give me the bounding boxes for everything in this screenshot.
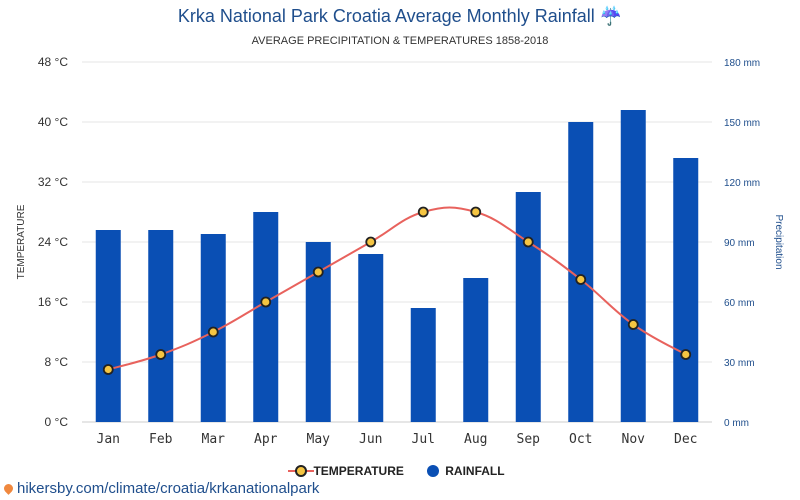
source-link[interactable]: hikersby.com/climate/croatia/krkanationa…: [2, 480, 320, 497]
temperature-point: [680, 349, 692, 360]
temperature-point: [207, 326, 219, 338]
y-tick-label-left: 40 °C: [38, 115, 68, 129]
y-tick-label-right: 180 mm: [724, 58, 760, 69]
y-tick-label-right: 150 mm: [724, 118, 760, 129]
rainfall-temperature-chart: 0 °C 0 mm 8 °C 30 mm 16 °C 60 mm 24 °C 90 mm 32 …: [16, 55, 784, 447]
y-tick-label-right: 0 mm: [724, 418, 749, 429]
chart-subtitle: AVERAGE PRECIPITATION & TEMPERATURES 185…: [251, 35, 549, 47]
legend-item-rainfall[interactable]: RAINFALL: [427, 464, 505, 478]
rainfall-bar: [463, 278, 489, 422]
chart-title: Krka National Park Croatia Average Month…: [177, 6, 623, 26]
temperature-point: [312, 266, 324, 278]
rainfall-bar: [358, 254, 384, 422]
temperature-legend-icon: [288, 465, 315, 477]
legend-label-rainfall: RAINFALL: [445, 464, 505, 478]
y-tick-label-right: 90 mm: [724, 238, 755, 249]
x-tick-label: Jan: [97, 432, 120, 447]
x-tick-label: Nov: [622, 432, 646, 447]
temperature-point: [365, 236, 377, 248]
temperature-point: [417, 206, 429, 218]
temperature-point: [522, 236, 534, 248]
x-tick-label: Apr: [254, 432, 278, 447]
y-axis-title-left: TEMPERATURE: [16, 204, 27, 279]
y-tick-label-left: 8 °C: [45, 355, 69, 369]
x-tick-label: Dec: [674, 432, 697, 447]
temperature-point: [155, 349, 167, 360]
legend-item-temperature[interactable]: TEMPERATURE: [288, 464, 404, 478]
rainfall-legend-icon: [427, 465, 440, 477]
temperature-point: [575, 274, 587, 285]
legend-label-temperature: TEMPERATURE: [313, 464, 404, 478]
rainfall-bar: [515, 192, 541, 422]
temperature-point: [470, 206, 482, 218]
chart-legend: TEMPERATURE RAINFALL: [0, 464, 800, 480]
y-tick-label-right: 30 mm: [724, 358, 755, 369]
rainfall-bar: [620, 110, 646, 422]
x-tick-label: Aug: [464, 432, 487, 447]
x-tick-label: Mar: [202, 432, 226, 447]
y-tick-label-left: 0 °C: [45, 415, 69, 429]
y-axis-title-right: Precipitation: [773, 214, 784, 269]
temperature-line: [107, 206, 687, 371]
temperature-point: [260, 296, 272, 308]
rainfall-bar: [673, 158, 699, 422]
rainfall-bar: [410, 308, 436, 422]
rainfall-bar: [148, 230, 174, 422]
y-tick-label-right: 60 mm: [724, 298, 755, 309]
y-tick-label-left: 24 °C: [38, 235, 68, 249]
rainfall-bar: [95, 230, 121, 422]
y-tick-label-left: 32 °C: [38, 175, 68, 189]
y-tick-label-left: 16 °C: [38, 295, 68, 309]
x-tick-label: Oct: [569, 432, 592, 447]
temperature-point: [102, 364, 114, 375]
y-tick-label-right: 120 mm: [724, 178, 760, 189]
x-tick-label: Jul: [412, 432, 435, 447]
y-tick-label-left: 48 °C: [38, 55, 68, 69]
x-tick-label: Sep: [517, 432, 541, 447]
x-tick-label: Jun: [359, 432, 382, 447]
source-url: hikersby.com/climate/croatia/krkanationa…: [17, 480, 320, 497]
x-tick-label: May: [307, 432, 331, 447]
rainfall-bar: [253, 212, 279, 422]
x-tick-label: Feb: [149, 432, 173, 447]
temperature-point: [627, 319, 639, 330]
location-pin-icon: [2, 482, 15, 495]
